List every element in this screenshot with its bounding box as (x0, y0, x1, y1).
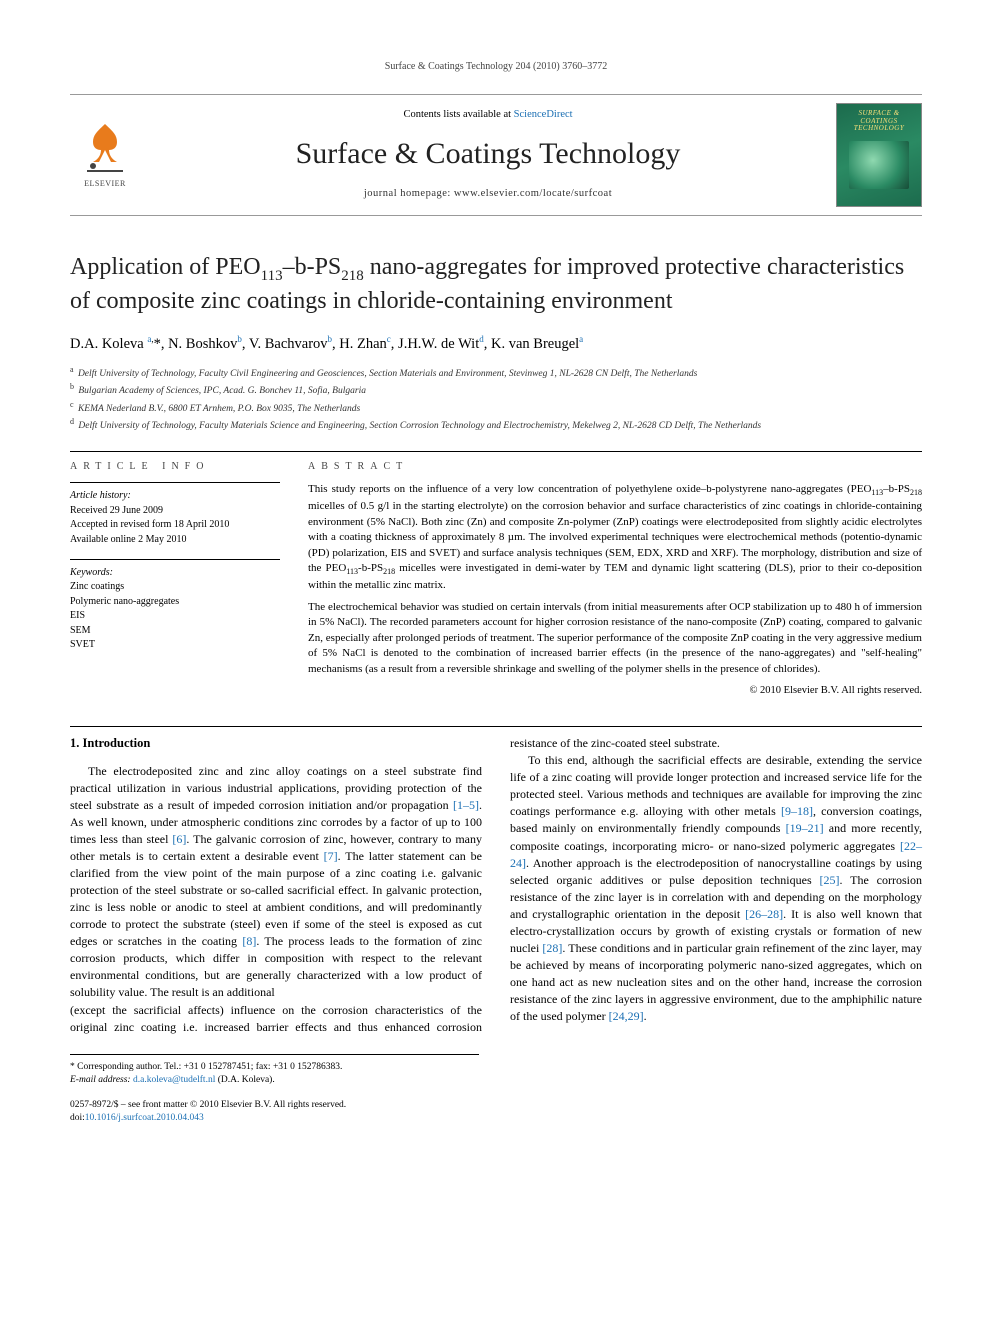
journal-cover-thumbnail: SURFACE & COATINGS TECHNOLOGY (836, 103, 922, 207)
article-title: Application of PEO113–b-PS218 nano-aggre… (70, 252, 922, 317)
affiliation-line: b Bulgarian Academy of Sciences, IPC, Ac… (70, 381, 922, 398)
body-paragraph: The electrodeposited zinc and zinc alloy… (70, 763, 482, 1001)
footnote-email-owner: (D.A. Koleva). (218, 1075, 275, 1085)
abstract-column: ABSTRACT This study reports on the influ… (308, 460, 922, 698)
doi-link[interactable]: 10.1016/j.surfcoat.2010.04.043 (85, 1113, 204, 1123)
keywords-label: Keywords: (70, 566, 280, 580)
article-info-column: ARTICLE INFO Article history: Received 2… (70, 460, 280, 698)
section-rule (70, 451, 922, 452)
affiliation-line: d Delft University of Technology, Facult… (70, 416, 922, 433)
body-two-column: 1. Introduction The electrodeposited zin… (70, 735, 922, 1035)
author-list: D.A. Koleva a,*, N. Boshkovb, V. Bachvar… (70, 333, 922, 354)
abstract-heading: ABSTRACT (308, 460, 922, 474)
section-rule (70, 726, 922, 727)
keywords-list: Zinc coatingsPolymeric nano-aggregatesEI… (70, 580, 280, 653)
footer-front-matter: 0257-8972/$ – see front matter © 2010 El… (70, 1099, 922, 1112)
publisher-name: ELSEVIER (84, 178, 126, 189)
footnote-email-label: E-mail address: (70, 1075, 131, 1085)
sciencedirect-link[interactable]: ScienceDirect (514, 109, 573, 120)
contents-line: Contents lists available at ScienceDirec… (140, 108, 836, 123)
keyword: Zinc coatings (70, 580, 280, 595)
history-line: Received 29 June 2009 (70, 504, 280, 519)
journal-homepage: journal homepage: www.elsevier.com/locat… (140, 187, 836, 202)
history-line: Available online 2 May 2010 (70, 533, 280, 548)
section-heading-introduction: 1. Introduction (70, 735, 482, 753)
keyword: Polymeric nano-aggregates (70, 595, 280, 610)
doi-label: doi: (70, 1113, 85, 1123)
cover-title: SURFACE & COATINGS TECHNOLOGY (841, 110, 917, 133)
journal-name: Surface & Coatings Technology (140, 133, 836, 175)
keyword: SEM (70, 624, 280, 639)
footnote-email-link[interactable]: d.a.koleva@tudelft.nl (133, 1075, 215, 1085)
affiliation-line: c KEMA Nederland B.V., 6800 ET Arnhem, P… (70, 399, 922, 416)
cover-image (849, 141, 909, 189)
history-label: Article history: (70, 489, 280, 504)
corresponding-author-footnote: * Corresponding author. Tel.: +31 0 1527… (70, 1054, 479, 1088)
copyright-line: © 2010 Elsevier B.V. All rights reserved… (308, 684, 922, 699)
elsevier-tree-icon (79, 120, 131, 176)
keyword: SVET (70, 638, 280, 653)
abstract-paragraph: This study reports on the influence of a… (308, 482, 922, 593)
body-paragraph: To this end, although the sacrificial ef… (510, 752, 922, 1025)
running-header: Surface & Coatings Technology 204 (2010)… (70, 60, 922, 74)
keyword: EIS (70, 609, 280, 624)
footer-meta: 0257-8972/$ – see front matter © 2010 El… (70, 1099, 922, 1126)
affiliation-line: a Delft University of Technology, Facult… (70, 364, 922, 381)
history-line: Accepted in revised form 18 April 2010 (70, 518, 280, 533)
abstract-paragraph: The electrochemical behavior was studied… (308, 600, 922, 678)
article-info-heading: ARTICLE INFO (70, 460, 280, 474)
journal-masthead: ELSEVIER Contents lists available at Sci… (70, 94, 922, 216)
publisher-logo: ELSEVIER (70, 115, 140, 195)
footnote-corr: * Corresponding author. Tel.: +31 0 1527… (70, 1061, 479, 1074)
affiliations: a Delft University of Technology, Facult… (70, 364, 922, 434)
